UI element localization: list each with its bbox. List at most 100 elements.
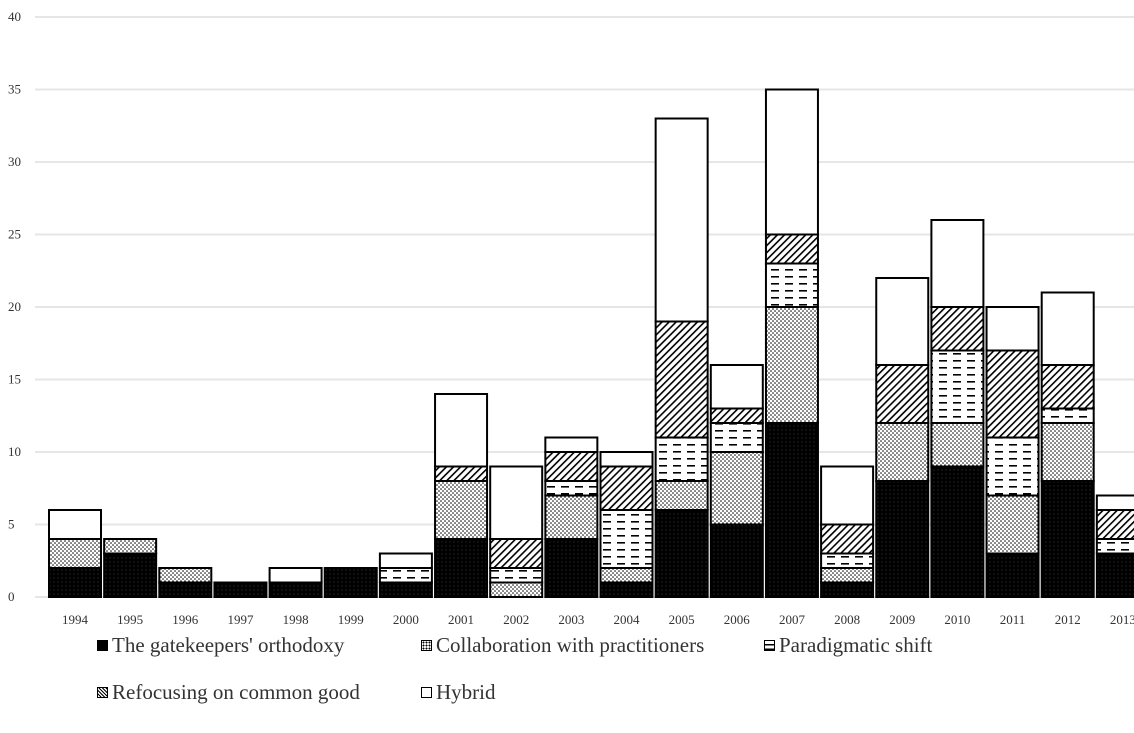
bar-segment: [764, 262, 819, 308]
bar-segment: [930, 219, 985, 308]
bar-segment: [434, 393, 489, 468]
bar-segment: [213, 581, 268, 598]
bar-segment: [764, 306, 819, 424]
bar-segment: [434, 465, 489, 482]
y-tick-label: 10: [8, 444, 21, 459]
bar-segment: [1095, 552, 1134, 598]
bar-stack: [764, 88, 819, 598]
bar-segment: [985, 552, 1040, 598]
x-tick-label: 2011: [1000, 612, 1026, 627]
bar-segment: [985, 349, 1040, 439]
bar-segment: [930, 306, 985, 352]
bar-segment: [820, 581, 875, 598]
bar-segment: [434, 480, 489, 540]
bar-segment: [1040, 407, 1095, 424]
bar-segment: [985, 436, 1040, 497]
bar-segment: [709, 451, 764, 526]
y-tick-label: 20: [8, 299, 21, 314]
bar-segment: [158, 567, 213, 584]
bar-stack: [489, 465, 544, 598]
bar-stack: [1095, 494, 1134, 598]
bar-stack: [268, 567, 323, 598]
bar-segment: [1040, 422, 1095, 482]
bar-segment: [820, 552, 875, 569]
bar-segment: [489, 567, 544, 584]
bar-stack: [875, 277, 930, 598]
bar-segment: [875, 422, 930, 482]
bar-segment: [1040, 480, 1095, 598]
bar-segment: [764, 88, 819, 236]
bar-segment: [764, 233, 819, 265]
bar-segment: [820, 465, 875, 526]
bar-stack: [544, 436, 599, 598]
y-tick-label: 40: [8, 9, 21, 24]
bar-segment: [489, 538, 544, 569]
bar-segment: [323, 567, 378, 598]
x-tick-label: 2010: [944, 612, 970, 627]
bar-segment: [875, 277, 930, 366]
y-axis-ticks: 0 5 10 15 20 25 30 35 40: [8, 9, 21, 604]
bar-segment: [268, 567, 323, 584]
y-tick-label: 15: [8, 372, 21, 387]
x-tick-label: 1996: [172, 612, 199, 627]
bar-stack: [158, 567, 213, 598]
x-tick-label: 2005: [669, 612, 695, 627]
bar-segment: [709, 523, 764, 598]
x-tick-label: 2003: [558, 612, 584, 627]
bar-segment: [48, 509, 102, 540]
bar-stack: [323, 567, 378, 598]
x-axis-ticks: 1994 1995 1996 1997 1998 1999 2000 2001 2002 2003…: [62, 612, 1134, 627]
bar-stack: [378, 552, 433, 598]
bar-segment: [544, 538, 599, 598]
bar-segment: [489, 581, 544, 598]
bar-segment: [764, 422, 819, 598]
bar-stack: [930, 219, 985, 598]
bar-segment: [103, 552, 158, 598]
bar-segment: [48, 538, 102, 569]
bars: [48, 88, 1134, 598]
bar-segment: [599, 567, 654, 584]
bar-segment: [709, 422, 764, 453]
gridlines: [35, 16, 1134, 598]
x-tick-label: 2008: [834, 612, 860, 627]
bar-segment: [654, 480, 709, 511]
x-tick-label: 2013: [1110, 612, 1134, 627]
bar-segment: [489, 465, 544, 540]
bar-segment: [654, 509, 709, 598]
x-tick-label: 2004: [614, 612, 641, 627]
bar-segment: [1040, 364, 1095, 410]
bar-segment: [654, 320, 709, 439]
bar-segment: [158, 581, 213, 598]
y-tick-label: 30: [8, 154, 21, 169]
bar-segment: [378, 552, 433, 569]
x-tick-label: 2012: [1055, 612, 1081, 627]
bar-segment: [820, 523, 875, 555]
y-tick-label: 35: [8, 82, 21, 97]
bar-stack: [213, 581, 268, 598]
bar-segment: [930, 349, 985, 424]
bar-stack: [709, 364, 764, 598]
bar-segment: [544, 451, 599, 482]
bar-segment: [599, 581, 654, 598]
bar-stack: [48, 509, 102, 598]
bar-segment: [1095, 538, 1134, 555]
bar-stack: [654, 117, 709, 598]
bar-segment: [709, 407, 764, 424]
bar-segment: [599, 465, 654, 511]
x-tick-label: 2009: [889, 612, 915, 627]
bar-segment: [103, 538, 158, 555]
y-tick-label: 0: [8, 589, 15, 604]
bar-segment: [544, 436, 599, 453]
bar-segment: [544, 494, 599, 540]
bar-segment: [1095, 509, 1134, 540]
bar-stack: [820, 465, 875, 598]
x-tick-label: 1995: [117, 612, 143, 627]
bar-segment: [434, 538, 489, 598]
bar-segment: [709, 364, 764, 410]
bar-segment: [654, 117, 709, 323]
x-tick-label: 2001: [448, 612, 474, 627]
x-tick-label: 2006: [724, 612, 751, 627]
bar-segment: [985, 306, 1040, 352]
x-tick-label: 2002: [503, 612, 529, 627]
